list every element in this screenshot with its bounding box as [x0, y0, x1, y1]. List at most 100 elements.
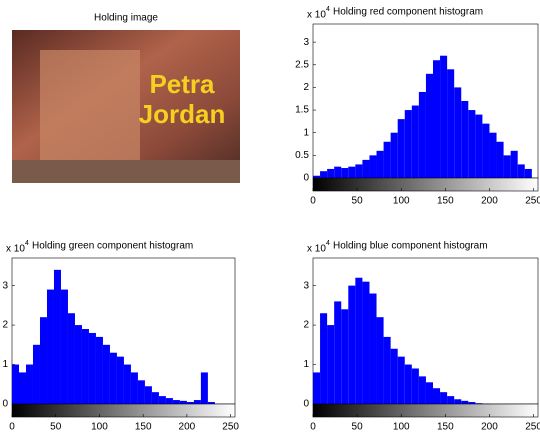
bar [88, 332, 96, 404]
bar [503, 155, 511, 178]
bar [320, 313, 328, 404]
x-tick-label: 200 [179, 422, 196, 433]
bar [362, 281, 370, 404]
bar [102, 344, 110, 404]
bar [53, 269, 61, 404]
bar [461, 101, 469, 178]
y-tick-label: 1 [303, 359, 309, 370]
x-tick-label: 50 [50, 422, 62, 433]
bar [383, 336, 391, 404]
x-tick-label: 150 [135, 422, 152, 433]
y-tick-label: 3 [2, 280, 8, 291]
bar [172, 400, 180, 404]
bar [313, 175, 321, 178]
bar [468, 402, 476, 404]
bar [95, 336, 103, 404]
bar [468, 110, 476, 178]
bar [440, 392, 448, 404]
bar [74, 325, 82, 404]
bar [482, 123, 490, 178]
bar [461, 400, 469, 404]
x-tick-label: 50 [352, 422, 364, 433]
bar [334, 301, 342, 404]
y-tick-label: 2 [303, 82, 309, 93]
bar [327, 168, 335, 178]
histogram-panel: x 104 Holding green component histogram 0 1… [2, 240, 239, 433]
y-tick-label: 3 [303, 37, 309, 48]
bar [411, 368, 419, 404]
scale-power: 4 [326, 240, 330, 247]
y-tick-label: 0.5 [295, 150, 309, 161]
bar [179, 400, 187, 404]
bar [418, 376, 426, 404]
bar [418, 91, 426, 178]
bar [327, 325, 335, 404]
bar [524, 168, 532, 178]
scale-power: 4 [25, 240, 29, 247]
y-tick-label: 2.5 [295, 59, 309, 70]
bar [440, 55, 448, 178]
chart-title: Holding red component histogram [333, 7, 483, 18]
x-tick-label: 150 [437, 422, 454, 433]
bar [425, 73, 433, 178]
bar [489, 132, 497, 178]
image-title: Holding image [94, 13, 158, 24]
bar [383, 141, 391, 178]
y-tick-label: 0 [303, 173, 309, 184]
bar [60, 289, 68, 404]
bar [116, 356, 124, 404]
bar [81, 329, 89, 404]
bar [454, 399, 462, 404]
y-tick-label: 1 [2, 359, 8, 370]
bar [207, 402, 215, 404]
bar [355, 277, 363, 404]
colorbar [312, 177, 539, 192]
bar [12, 364, 19, 404]
x-tick-label: 200 [481, 422, 498, 433]
x-tick-label: 100 [393, 196, 410, 207]
x-tick-label: 200 [481, 196, 498, 207]
bar [475, 114, 483, 178]
bar [46, 289, 54, 404]
y-tick-label: 2 [2, 320, 8, 331]
bar [397, 119, 405, 178]
x-tick-label: 250 [525, 196, 540, 207]
x-tick-label: 50 [352, 196, 364, 207]
bar [411, 105, 419, 178]
bar [475, 403, 483, 404]
bar [25, 364, 33, 404]
bar [496, 141, 504, 178]
histogram-panel: x 104 Holding red component histogram 0 0.5… [295, 6, 540, 207]
bar [67, 313, 75, 404]
scale-label: x 10 [307, 244, 326, 255]
image-panel: Holding image Petra Jordan [12, 13, 240, 183]
bar [39, 317, 47, 404]
y-tick-label: 0 [303, 399, 309, 410]
bar [348, 285, 356, 404]
y-tick-label: 3 [303, 280, 309, 291]
bar [404, 364, 412, 404]
bar [433, 60, 441, 179]
ground [12, 160, 240, 183]
bar [137, 380, 145, 404]
bar [390, 348, 398, 404]
bar [151, 392, 159, 404]
scale-label: x 10 [307, 10, 326, 21]
bar [313, 372, 321, 404]
bar [433, 388, 441, 404]
bar [369, 293, 377, 404]
bar [320, 171, 328, 178]
image-text: Jordan [139, 99, 226, 129]
bar [144, 386, 152, 404]
bar [334, 166, 342, 178]
x-tick-label: 100 [91, 422, 108, 433]
bar [158, 396, 166, 404]
bar [355, 164, 363, 178]
chart-title: Holding blue component histogram [333, 241, 488, 252]
y-tick-label: 1.5 [295, 105, 309, 116]
bar [362, 159, 370, 178]
colorbar [11, 403, 236, 418]
bar [390, 132, 398, 178]
x-tick-label: 100 [393, 422, 410, 433]
